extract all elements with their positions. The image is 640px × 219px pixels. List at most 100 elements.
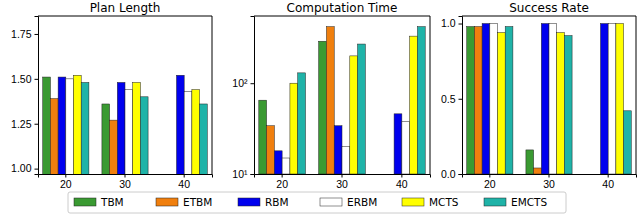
bar <box>600 24 608 174</box>
frame <box>430 16 431 174</box>
bar <box>467 27 475 174</box>
tick-label: 0.5 <box>441 93 456 105</box>
bar <box>526 150 534 174</box>
tick-label: 10¹ <box>232 168 248 180</box>
x-tick: 40 <box>602 174 614 190</box>
y-tick: 1.0 <box>441 17 462 29</box>
legend-swatch <box>484 198 506 206</box>
frame <box>636 16 637 174</box>
tick-mark <box>251 174 255 175</box>
y-axis: 10¹ 10² <box>232 17 254 180</box>
bar <box>58 77 66 174</box>
frame <box>38 16 212 17</box>
tick-label: 1.50 <box>11 73 32 85</box>
bar <box>259 100 267 174</box>
legend-label: TBM <box>100 196 124 208</box>
legend: TBM ETBM RBM ERBM MCTS EMCTS <box>68 192 566 213</box>
y-axis: 1.00 1.25 1.50 1.75 <box>11 17 38 175</box>
tick-mark <box>251 83 255 84</box>
y-tick: 1.00 <box>11 162 38 174</box>
x-tick: 20 <box>484 174 496 190</box>
bar <box>402 121 410 174</box>
tick-label: 40 <box>396 178 408 190</box>
bar <box>74 75 82 174</box>
frame <box>212 16 213 174</box>
panel: 1.001.251.501.75203040Plan Length <box>11 1 212 219</box>
tick-label: 40 <box>178 178 190 190</box>
tick-label: 1.00 <box>11 162 32 174</box>
bar <box>66 79 74 174</box>
bar <box>541 24 549 174</box>
chart-title: Computation Time <box>287 1 398 15</box>
x-axis: 20 30 40 <box>39 174 213 190</box>
legend-label: EMCTS <box>511 196 547 208</box>
bar <box>117 82 125 174</box>
legend-label: RBM <box>265 196 289 208</box>
y-tick: 0.0 <box>441 168 462 180</box>
chart-title: Success Rate <box>509 1 589 15</box>
tick-mark <box>35 79 39 80</box>
bar <box>110 120 118 174</box>
bar <box>319 41 327 174</box>
bar <box>417 27 425 174</box>
x-tick: 40 <box>396 174 408 190</box>
tick-label: 0.0 <box>441 168 456 180</box>
y-tick: 1.75 <box>11 28 38 40</box>
bar <box>102 104 110 174</box>
y-tick: 10² <box>232 77 254 89</box>
legend-swatch <box>238 198 260 206</box>
x-tick: 20 <box>276 174 288 190</box>
axis-line <box>251 17 255 175</box>
panel: 0.0 0.5 1.0 20 30 40 Success Rate <box>441 1 637 190</box>
bar <box>608 24 616 174</box>
bar <box>490 24 498 174</box>
bars <box>43 75 208 174</box>
bar <box>133 82 141 174</box>
tick-label: 20 <box>60 178 72 190</box>
x-tick: 40 <box>178 174 190 190</box>
bar <box>267 126 275 174</box>
x-axis: 20 30 40 <box>255 174 431 190</box>
x-tick: 30 <box>543 174 555 190</box>
y-tick: 1.25 <box>11 118 38 130</box>
legend-box <box>68 192 566 213</box>
tick-label: 40 <box>602 178 614 190</box>
frame <box>254 16 430 17</box>
x-tick: 30 <box>119 174 131 190</box>
legend-swatch <box>74 198 96 206</box>
bar <box>81 82 89 174</box>
bar <box>176 75 184 174</box>
bar <box>585 174 593 175</box>
bar <box>350 56 358 174</box>
tick-label: 20 <box>276 178 288 190</box>
tick-label: 20 <box>484 178 496 190</box>
bar <box>498 33 506 174</box>
bar <box>290 83 298 174</box>
bar <box>125 90 133 174</box>
tick-mark <box>459 174 463 175</box>
tick-mark <box>459 24 463 25</box>
tick-mark <box>459 99 463 100</box>
bar <box>342 147 350 174</box>
y-tick: 1.50 <box>11 73 38 85</box>
bar <box>326 27 334 174</box>
bars <box>467 24 632 174</box>
bar <box>482 24 490 174</box>
bar <box>534 168 542 174</box>
bar <box>140 97 148 174</box>
legend-label: ETBM <box>183 196 212 208</box>
bar <box>616 24 624 174</box>
tick-label: 30 <box>336 178 348 190</box>
tick-label: 1.25 <box>11 118 32 130</box>
tick-mark <box>35 124 39 125</box>
legend-label: ERBM <box>347 196 377 208</box>
bar <box>557 33 565 174</box>
bar <box>549 24 557 174</box>
bar <box>334 126 342 174</box>
frame <box>462 16 636 17</box>
axis-line <box>35 17 39 175</box>
legend-swatch <box>156 198 178 206</box>
legend-label: MCTS <box>429 196 459 208</box>
tick-label: 1.75 <box>11 28 32 40</box>
y-axis: 0.0 0.5 1.0 <box>441 17 463 180</box>
